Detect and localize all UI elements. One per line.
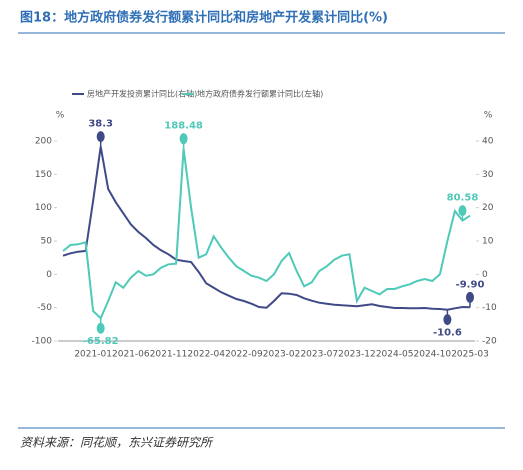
- x-tick-label: 2024-10: [414, 350, 452, 360]
- y-tick-label: -100: [32, 337, 53, 347]
- value-label: 80.58: [447, 193, 479, 204]
- y-tick-label: 0: [46, 270, 52, 280]
- x-tick-label: 2022-09: [225, 350, 263, 360]
- y2-tick-label: -20: [482, 337, 497, 347]
- y-unit: %: [56, 111, 65, 121]
- legend-label: 地方政府债券发行额累计同比(左轴): [197, 89, 323, 99]
- value-label: -9.90: [456, 279, 485, 290]
- value-marker: [466, 291, 474, 303]
- y-tick-label: 100: [35, 203, 52, 213]
- x-tick-label: 2021-06: [112, 350, 150, 360]
- source: 资料来源：同花顺，东兴证券研究所: [20, 436, 214, 450]
- series-line: [62, 146, 471, 311]
- y2-tick-label: 0: [482, 270, 488, 280]
- x-tick-label: 2021-11: [150, 350, 188, 360]
- y2-tick-label: 30: [482, 170, 494, 180]
- value-label: -10.6: [433, 328, 462, 339]
- x-tick-label: 2023-12: [338, 350, 376, 360]
- y2-tick-label: 10: [482, 237, 494, 247]
- value-marker: [458, 205, 467, 217]
- value-marker: [443, 314, 452, 326]
- value-label: 188.48: [164, 121, 203, 132]
- y2-unit: %: [484, 111, 493, 121]
- y-tick-label: 200: [35, 137, 52, 147]
- y-tick-label: -50: [37, 303, 52, 313]
- legend-label: 房地产开发投资累计同比(右轴): [87, 89, 197, 99]
- x-tick-label: 2023-02: [263, 350, 301, 360]
- value-marker: [96, 131, 105, 143]
- y-tick-label: 150: [35, 170, 52, 180]
- y2-tick-label: -10: [482, 303, 497, 313]
- value-marker: [179, 133, 188, 145]
- x-tick-label: 2025-03: [451, 350, 489, 360]
- x-tick-label: 2024-05: [376, 350, 414, 360]
- x-tick-label: 2022-04: [187, 350, 225, 360]
- y2-tick-label: 20: [482, 203, 494, 213]
- x-tick-label: 2021-01: [74, 350, 112, 360]
- chart-title: 图18：地方政府债券发行额累计同比和房地产开发累计同比(%): [20, 10, 388, 26]
- value-label: 38.3: [88, 119, 113, 130]
- series-line: [62, 148, 471, 320]
- value-marker: [96, 322, 105, 334]
- x-tick-label: 2023-07: [300, 350, 338, 360]
- y2-tick-label: 40: [482, 137, 494, 147]
- value-label: -65.82: [83, 336, 119, 347]
- y-tick-label: 50: [41, 237, 53, 247]
